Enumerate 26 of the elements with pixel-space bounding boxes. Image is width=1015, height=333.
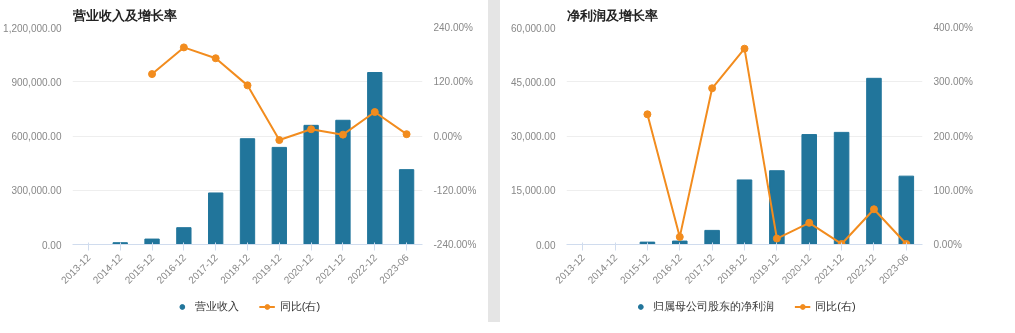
y-tick-label: 45,000.00	[511, 76, 556, 88]
y2-tick-label: -240.00%	[433, 239, 477, 250]
y-tick-label: 300,000.00	[11, 185, 62, 197]
y2-tick-label: 200.00%	[933, 130, 974, 142]
y-tick-label: 900,000.00	[11, 76, 62, 88]
y2-tick-label: 300.00%	[933, 76, 974, 88]
y-tick-label: 30,000.00	[511, 131, 556, 142]
y-tick-label: 0.00	[42, 239, 62, 251]
y2-tick-label: 120.00%	[433, 76, 474, 88]
y2-tick-label: 0.00%	[433, 130, 462, 142]
chart-title: 营业收入及增长率	[71, 7, 177, 23]
chart-title: 净利润及增长率	[566, 7, 658, 23]
y-tick-label: 600,000.00	[11, 131, 62, 142]
y2-tick-label: -120.00%	[433, 184, 477, 196]
y2-tick-label: 0.00%	[933, 239, 962, 250]
y-tick-label: 0.00	[536, 239, 556, 251]
legend-label: 营业收入	[194, 298, 239, 314]
legend-label: 同比(右)	[815, 298, 856, 314]
y2-tick-label: 240.00%	[433, 22, 474, 33]
y2-tick-label: 100.00%	[933, 184, 974, 196]
y-tick-label: 60,000.00	[511, 22, 556, 34]
y-tick-label: 1,200,000.00	[3, 22, 62, 34]
y-tick-label: 15,000.00	[511, 185, 556, 197]
legend-label: 归属母公司股东的净利润	[653, 298, 775, 314]
y2-tick-label: 400.00%	[933, 22, 974, 33]
legend-label: 同比(右)	[279, 298, 321, 314]
